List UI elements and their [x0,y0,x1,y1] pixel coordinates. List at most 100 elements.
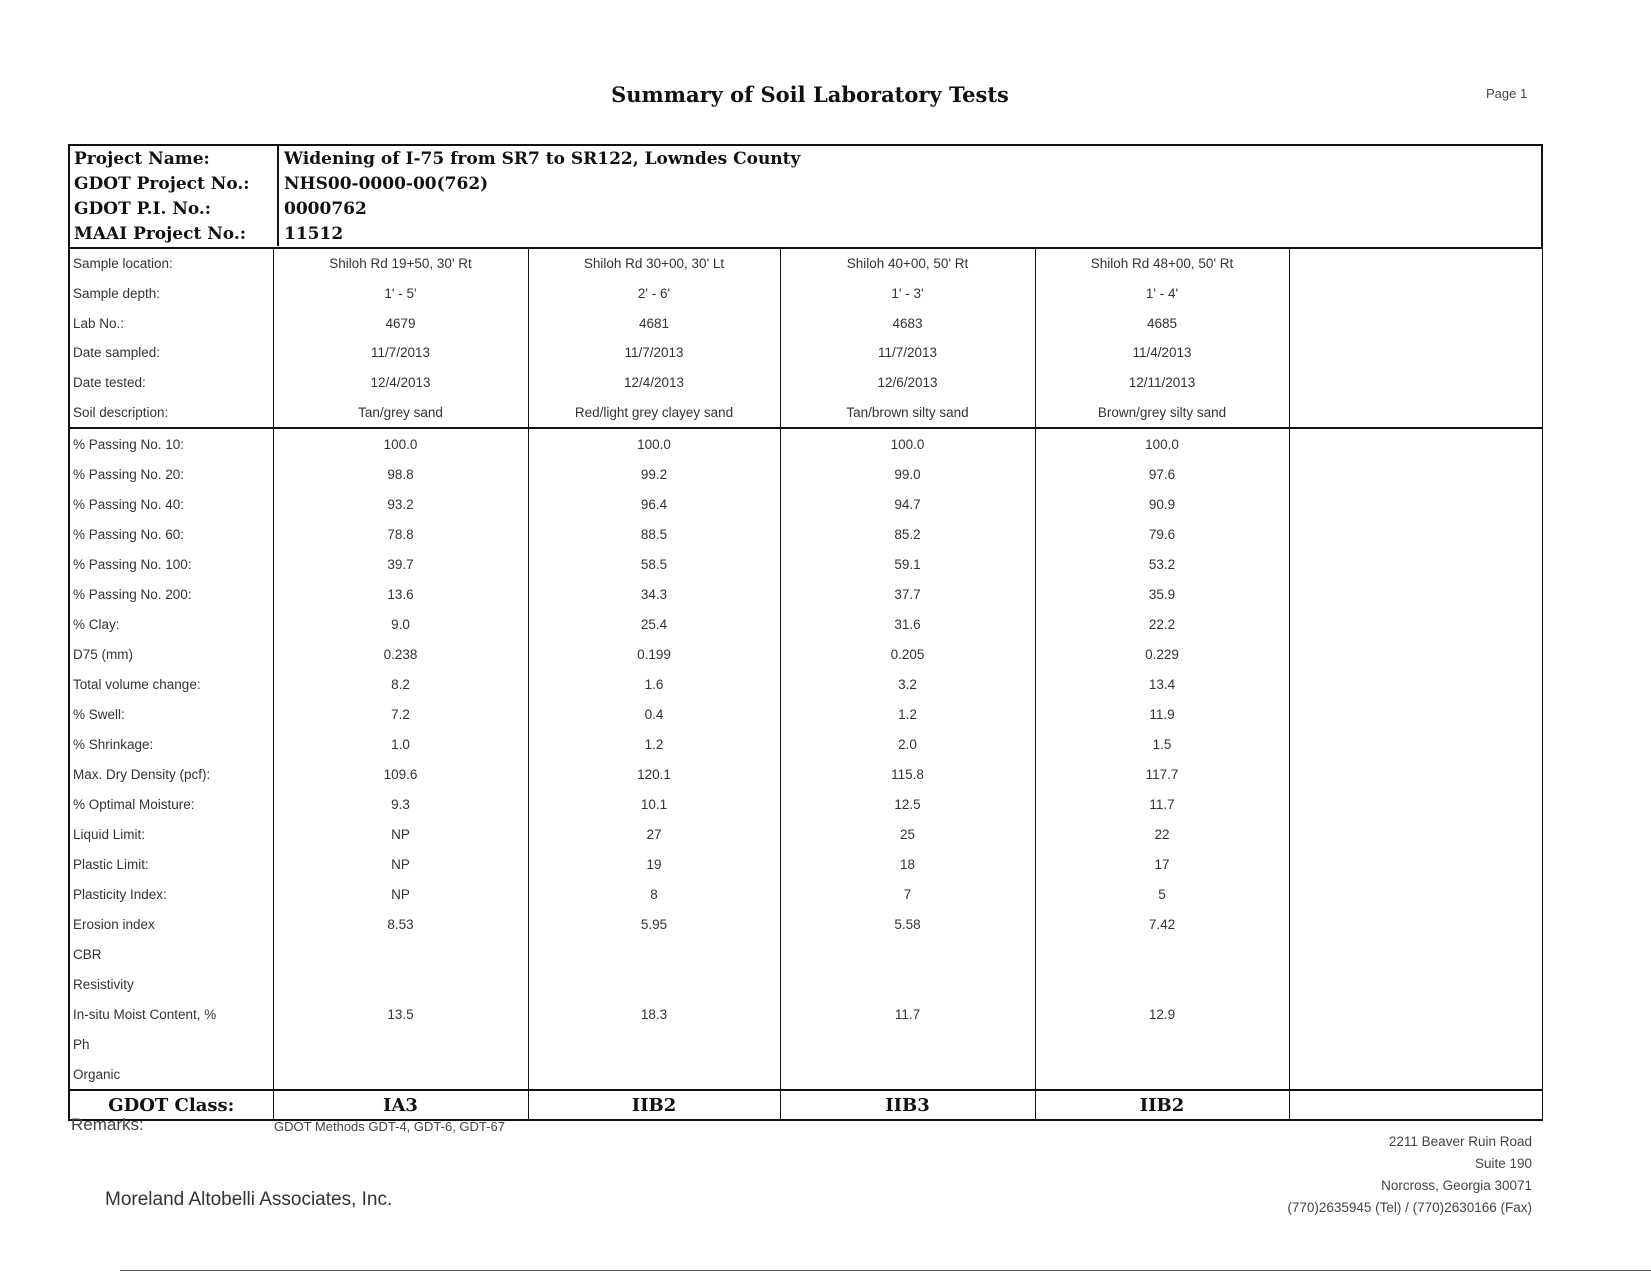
cell-sample-4: 13.4 [1034,669,1290,700]
sample-info-row: Date tested: 12/4/2013 12/4/2013 12/6/2013 1… [68,367,1543,398]
cell-sample-4: 11.7 [1034,789,1290,820]
cell-sample-3 [779,1059,1036,1091]
cell-sample-2: 27 [527,819,781,850]
row-label: Erosion index [68,909,274,940]
row-label: Max. Dry Density (pcf): [68,759,274,790]
cell-sample-3 [779,969,1036,1000]
sample-info-row: Lab No.: 4679 4681 4683 4685 [68,308,1543,339]
test-result-row: % Passing No. 60: 78.8 88.5 85.2 79.6 [68,519,1543,550]
cell-sample-3: 1.2 [779,699,1036,730]
project-name-label: Project Name: [70,146,279,171]
sample-info-row: Date sampled: 11/7/2013 11/7/2013 11/7/2013… [68,338,1543,368]
test-result-row: Ph [68,1029,1543,1060]
cell-sample-2: 8 [527,879,781,910]
test-result-row: % Clay: 9.0 25.4 31.6 22.2 [68,609,1543,640]
cell-sample-4: 22 [1034,819,1290,850]
test-result-row: Plastic Limit: NP 19 18 17 [68,849,1543,880]
cell-sample-1: 1' - 5' [272,278,529,309]
cell-sample-3: 18 [779,849,1036,880]
cell-sample-1: 78.8 [272,519,529,550]
cell-sample-5 [1288,1029,1543,1060]
cell-sample-5 [1288,549,1543,580]
cell-sample-4 [1034,969,1290,1000]
cell-sample-2: 120.1 [527,759,781,790]
cell-sample-5 [1288,427,1543,460]
test-result-row: % Passing No. 100: 39.7 58.5 59.1 53.2 [68,549,1543,580]
cell-sample-2: 18.3 [527,999,781,1030]
row-label: D75 (mm) [68,639,274,670]
soil-test-table: Sample location: Shiloh Rd 19+50, 30' Rt S… [68,247,1543,1122]
sample-info-row: Sample depth: 1' - 5' 2' - 6' 1' - 3' 1' - 4… [68,278,1543,309]
cell-sample-5 [1288,1089,1543,1122]
cell-sample-3: 0.205 [779,639,1036,670]
cell-sample-5 [1288,729,1543,760]
row-label: CBR [68,939,274,970]
cell-sample-1: NP [272,879,529,910]
row-label: Sample location: [68,247,274,279]
cell-sample-4: 11.9 [1034,699,1290,730]
cell-sample-1: 4679 [272,308,529,339]
cell-sample-4: IIB2 [1034,1089,1290,1122]
cell-sample-5 [1288,278,1543,309]
maai-project-value: 11512 [284,223,344,244]
row-label: Ph [68,1029,274,1060]
cell-sample-2: 96.4 [527,489,781,520]
cell-sample-4: 79.6 [1034,519,1290,550]
cell-sample-2: 0.4 [527,699,781,730]
cell-sample-3: 2.0 [779,729,1036,760]
cell-sample-5 [1288,247,1543,279]
cell-sample-3: 1' - 3' [779,278,1036,309]
cell-sample-4: 5 [1034,879,1290,910]
cell-sample-1: 9.3 [272,789,529,820]
test-result-row: % Passing No. 10: 100.0 100.0 100.0 100.0 [68,427,1543,460]
cell-sample-5 [1288,459,1543,490]
cell-sample-5 [1288,939,1543,970]
cell-sample-3: 100.0 [779,427,1036,460]
cell-sample-5 [1288,909,1543,940]
test-result-row: Total volume change: 8.2 1.6 3.2 13.4 [68,669,1543,700]
test-result-row: Resistivity [68,969,1543,1000]
cell-sample-2: 25.4 [527,609,781,640]
cell-sample-2: Shiloh Rd 30+00, 30' Lt [527,247,781,279]
cell-sample-5 [1288,669,1543,700]
cell-sample-3: Shiloh 40+00, 50' Rt [779,247,1036,279]
cell-sample-2: IIB2 [527,1089,781,1122]
test-result-row: In-situ Moist Content, % 13.5 18.3 11.7 12.9 [68,999,1543,1030]
cell-sample-4: 35.9 [1034,579,1290,610]
cell-sample-5 [1288,579,1543,610]
cell-sample-4: 1' - 4' [1034,278,1290,309]
cell-sample-2: 10.1 [527,789,781,820]
cell-sample-2 [527,939,781,970]
test-result-row: % Passing No. 20: 98.8 99.2 99.0 97.6 [68,459,1543,490]
cell-sample-4: Brown/grey silty sand [1034,397,1290,429]
cell-sample-1: 8.2 [272,669,529,700]
test-result-row: % Swell: 7.2 0.4 1.2 11.9 [68,699,1543,730]
cell-sample-5 [1288,759,1543,790]
cell-sample-2: 2' - 6' [527,278,781,309]
cell-sample-2: 34.3 [527,579,781,610]
cell-sample-2: 1.2 [527,729,781,760]
company-name: Moreland Altobelli Associates, Inc. [105,1189,393,1210]
cell-sample-4 [1034,1029,1290,1060]
remarks-label: Remarks: [71,1115,144,1134]
footer-divider [120,1270,1651,1271]
row-label: Lab No.: [68,308,274,339]
cell-sample-1 [272,969,529,1000]
gdot-project-value: NHS00-0000-00(762) [284,173,489,194]
test-result-row: % Passing No. 40: 93.2 96.4 94.7 90.9 [68,489,1543,520]
gdot-pi-row: GDOT P.I. No.: 0000762 [70,196,1541,221]
row-label: Total volume change: [68,669,274,700]
cell-sample-1: 11/7/2013 [272,338,529,368]
cell-sample-4: 97.6 [1034,459,1290,490]
cell-sample-4: 12.9 [1034,999,1290,1030]
row-label: % Passing No. 200: [68,579,274,610]
cell-sample-5 [1288,789,1543,820]
cell-sample-2: 0.199 [527,639,781,670]
cell-sample-4: 100.0 [1034,427,1290,460]
cell-sample-5 [1288,639,1543,670]
cell-sample-1 [272,1059,529,1091]
sample-info-row: Soil description: Tan/grey sand Red/light … [68,397,1543,429]
address-line: Norcross, Georgia 30071 [1381,1178,1532,1193]
row-label: % Passing No. 20: [68,459,274,490]
test-result-row: Organic [68,1059,1543,1091]
